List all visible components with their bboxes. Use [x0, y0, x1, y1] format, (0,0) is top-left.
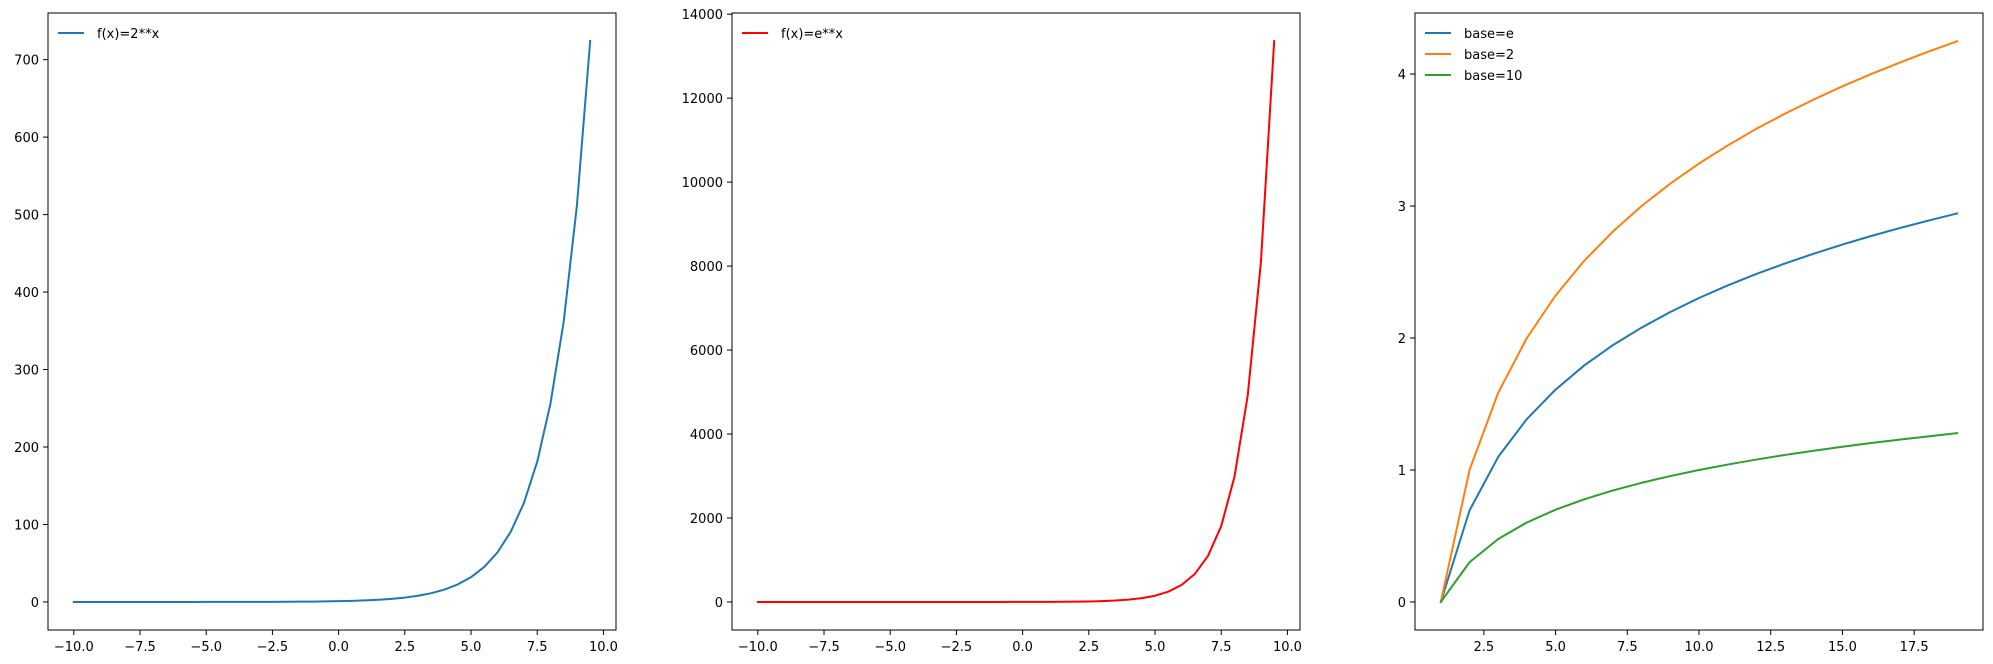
- y-tick-label: 14000: [682, 8, 723, 23]
- x-tick-label: 7.5: [527, 640, 548, 655]
- legend-label: f(x)=e**x: [781, 27, 843, 42]
- y-tick-label: 10000: [682, 176, 723, 191]
- series-line-1: [1439, 212, 1959, 604]
- y-tick-label: 4000: [690, 428, 723, 443]
- y-tick-label: 500: [14, 209, 39, 224]
- legend-label: f(x)=2**x: [97, 27, 160, 42]
- series-line-3: [1439, 432, 1959, 604]
- legend-label: base=2: [1464, 48, 1514, 63]
- y-tick-label: 100: [14, 518, 39, 533]
- y-tick-label: 1: [1398, 464, 1406, 479]
- y-tick-label: 0: [31, 596, 39, 611]
- x-tick-label: 0.0: [1012, 640, 1033, 655]
- x-tick-label: −5.0: [874, 640, 906, 655]
- x-tick-label: 5.0: [1145, 640, 1166, 655]
- x-tick-label: 17.5: [1900, 640, 1929, 655]
- x-tick-label: 0.0: [328, 640, 349, 655]
- y-tick-label: 600: [14, 131, 39, 146]
- legend-label: base=e: [1464, 27, 1514, 42]
- x-tick-label: 10.0: [589, 640, 618, 655]
- series-line-1: [756, 40, 1276, 603]
- chart-2: −10.0 −7.5 −5.0 −2.5 0.0 2.5 5.0 7.5 10.0 0 2000 40…: [682, 8, 1302, 655]
- x-tick-label: 7.5: [1617, 640, 1638, 655]
- axes-frame: [47, 12, 617, 631]
- x-tick-label: −2.5: [257, 640, 289, 655]
- x-tick-label: 10.0: [1685, 640, 1714, 655]
- y-tick-label: 700: [14, 54, 39, 69]
- y-tick-label: 6000: [690, 344, 723, 359]
- x-tick-label: 2.5: [1078, 640, 1099, 655]
- legend-label: base=10: [1464, 69, 1522, 84]
- chart-3: 2.5 5.0 7.5 10.0 12.5 15.0 17.5 0 1 2 3 4 base=e base…: [1398, 12, 1984, 655]
- chart-1: −10.0 −7.5 −5.0 −2.5 0.0 2.5 5.0 7.5 10.0 0 100 200…: [14, 12, 618, 655]
- y-tick-label: 4: [1398, 68, 1406, 83]
- y-tick-label: 200: [14, 441, 39, 456]
- series-line-2: [1439, 40, 1959, 604]
- x-tick-label: −10.0: [738, 640, 778, 655]
- series-line-1: [72, 39, 592, 603]
- x-tick-label: 5.0: [1545, 640, 1566, 655]
- x-tick-label: 10.0: [1273, 640, 1302, 655]
- x-tick-label: −7.5: [124, 640, 156, 655]
- y-tick-label: 300: [14, 364, 39, 379]
- y-tick-label: 400: [14, 286, 39, 301]
- y-tick-label: 0: [1398, 596, 1406, 611]
- x-tick-label: −7.5: [808, 640, 840, 655]
- y-tick-label: 0: [715, 596, 723, 611]
- axes-frame: [731, 12, 1301, 631]
- x-tick-label: 7.5: [1211, 640, 1232, 655]
- y-tick-label: 3: [1398, 200, 1406, 215]
- x-tick-label: 12.5: [1756, 640, 1785, 655]
- y-tick-label: 12000: [682, 92, 723, 107]
- y-tick-label: 8000: [690, 260, 723, 275]
- x-tick-label: 5.0: [461, 640, 482, 655]
- x-tick-label: 2.5: [394, 640, 415, 655]
- y-tick-label: 2: [1398, 332, 1406, 347]
- x-tick-label: −5.0: [190, 640, 222, 655]
- x-tick-label: −2.5: [941, 640, 973, 655]
- x-tick-label: −10.0: [54, 640, 94, 655]
- x-tick-label: 2.5: [1474, 640, 1495, 655]
- y-tick-label: 2000: [690, 512, 723, 527]
- x-tick-label: 15.0: [1828, 640, 1857, 655]
